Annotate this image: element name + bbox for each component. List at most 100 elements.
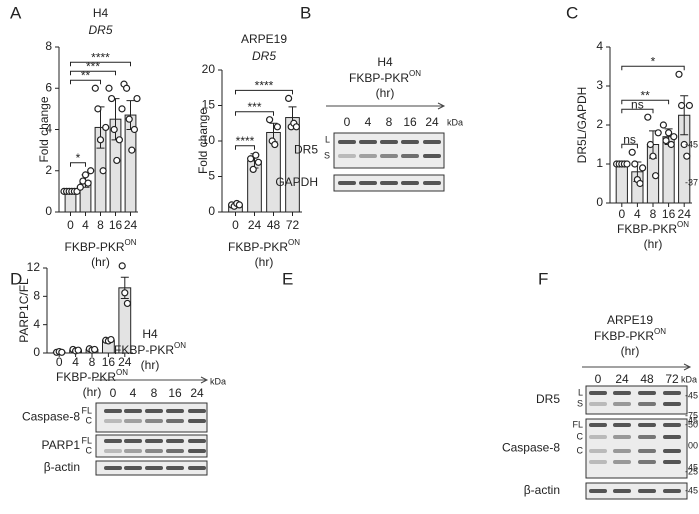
data-point: [91, 84, 99, 92]
blot-band: [145, 439, 163, 443]
y-tick-label: 8: [33, 289, 40, 303]
data-point: [677, 101, 686, 110]
label-text: FKBP-PKR: [114, 343, 174, 357]
lane-label: 0: [344, 115, 351, 129]
kda-size: -100: [680, 440, 698, 450]
blot-band: [166, 449, 184, 453]
time-arrow: [582, 363, 692, 371]
data-point: [670, 133, 678, 141]
panel-letter: A: [10, 3, 22, 22]
label: FKBP-PKRON: [617, 220, 689, 236]
band-marker: C: [86, 445, 93, 455]
data-point: [99, 167, 107, 175]
row-label: β-actin: [524, 483, 560, 497]
label-sup: ON: [677, 220, 689, 229]
data-point: [623, 160, 631, 168]
x-tick-label: 72: [286, 218, 300, 232]
data-point: [133, 94, 141, 103]
significance-bracket: [621, 99, 670, 105]
blot-frame: [585, 418, 688, 479]
blot-band: [166, 466, 184, 470]
x-tick-label: 8: [97, 218, 104, 232]
data-point: [683, 152, 691, 160]
data-point: [118, 262, 126, 270]
label-unit: (hr): [376, 86, 395, 100]
data-point: [266, 116, 274, 124]
data-point: [292, 123, 300, 131]
blot-band: [145, 419, 163, 423]
y-tick-label: 5: [208, 169, 215, 183]
blot-band: [124, 419, 142, 423]
significance-bracket: [235, 111, 274, 116]
data-point: [105, 84, 113, 92]
band-marker: C: [577, 445, 584, 455]
time-arrow: [326, 102, 446, 110]
data-point: [107, 335, 115, 344]
label: FKBP-PKRON: [64, 238, 136, 254]
blot-band: [338, 181, 356, 185]
data-point: [128, 146, 136, 154]
blot-band: [380, 154, 398, 158]
kda-size: -45: [685, 139, 698, 149]
blot-band: [589, 460, 607, 464]
significance-label: ***: [86, 59, 100, 73]
band-marker: S: [577, 398, 583, 408]
blot-band: [124, 409, 142, 413]
blot-band: [188, 449, 206, 453]
label-sup: ON: [116, 368, 128, 377]
blot-band: [638, 391, 656, 395]
panel-letter: B: [300, 3, 311, 22]
data-point: [651, 172, 660, 180]
data-point: [58, 348, 66, 356]
significance-label: ns: [623, 132, 636, 146]
data-point: [254, 158, 262, 166]
band-marker: L: [325, 134, 330, 144]
x-tick-label: 4: [82, 218, 89, 232]
blot-title: H4: [142, 327, 158, 341]
kda-size: -50: [685, 419, 698, 429]
kda-size: -37: [685, 177, 698, 187]
blot-band: [104, 439, 122, 443]
blot-band: [663, 460, 681, 464]
blot-band: [188, 439, 206, 443]
x-tick-label: 16: [109, 218, 123, 232]
blot-band: [663, 449, 681, 453]
significance-bracket: [235, 89, 293, 95]
blot-band: [188, 419, 206, 423]
label-text: FKBP-PKR: [228, 240, 288, 254]
row-label: β-actin: [44, 460, 80, 474]
blot-band: [104, 449, 122, 453]
blot-title: ARPE19: [607, 313, 653, 327]
blot-band: [589, 489, 607, 493]
kda-label: kDa: [447, 117, 463, 127]
data-point: [247, 155, 255, 163]
blot-band: [124, 449, 142, 453]
data-point: [654, 129, 662, 137]
label-text: FKBP-PKR: [594, 329, 654, 343]
significance-label: **: [641, 88, 651, 102]
significance-label: *: [651, 54, 656, 68]
data-point: [84, 179, 92, 187]
blot-band: [423, 140, 441, 144]
significance-label: ****: [236, 134, 255, 148]
blot-band: [188, 409, 206, 413]
blot-band: [638, 460, 656, 464]
data-point: [94, 105, 102, 113]
blot-frame: [585, 385, 688, 415]
kda-size: -45: [685, 415, 698, 425]
blot-band: [663, 402, 681, 406]
y-axis-label: PARP1C/FL: [17, 278, 31, 343]
data-point: [649, 152, 657, 160]
data-point: [96, 136, 105, 144]
label-unit: (hr): [644, 237, 663, 251]
band-marker: C: [577, 431, 584, 441]
data-point: [646, 140, 655, 149]
x-tick-label: 4: [72, 355, 79, 369]
blot-band: [124, 466, 142, 470]
band-marker: L: [578, 387, 583, 397]
data-point: [81, 171, 90, 179]
blot-band: [638, 435, 656, 439]
data-point: [87, 167, 95, 175]
label-unit: (hr): [141, 358, 160, 372]
kda-size: -45: [685, 390, 698, 400]
